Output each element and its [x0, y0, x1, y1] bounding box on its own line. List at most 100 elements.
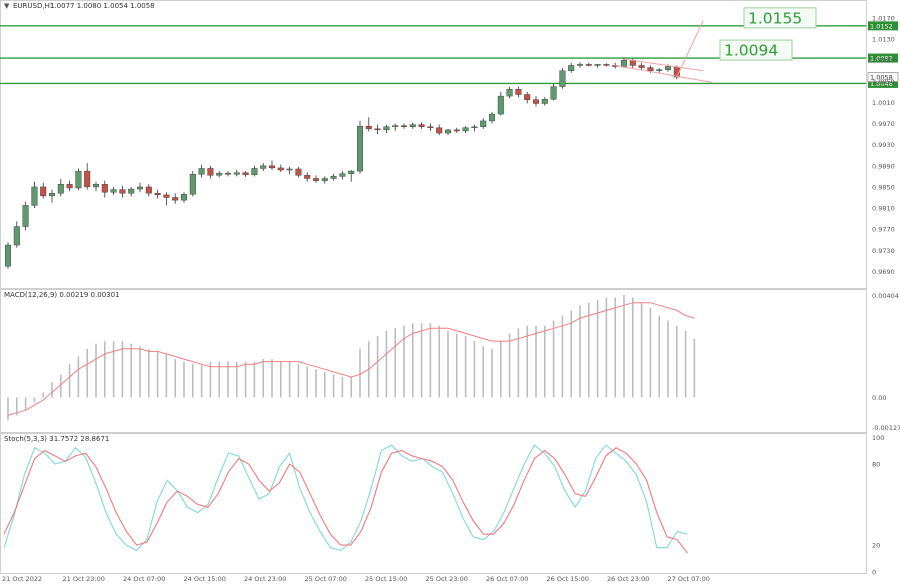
candle-body: [40, 186, 47, 197]
candle-body: [330, 176, 337, 179]
axis-layer: 1.0170 1.0130 1.0090 1.0050 1.0010 0.9970 0.99…: [2, 14, 900, 583]
candle-body: [524, 94, 531, 100]
candle-body: [321, 178, 328, 181]
candle-body: [224, 172, 231, 175]
candle-body: [374, 128, 381, 131]
candle-body: [216, 172, 223, 176]
candle-body: [4, 244, 11, 267]
candle-body: [471, 126, 478, 128]
channel-lower-line: [615, 64, 713, 83]
candle-body: [638, 65, 645, 68]
candle-body: [110, 189, 117, 193]
candle-body: [260, 165, 267, 169]
candle-body: [189, 174, 196, 195]
candle-body: [339, 173, 346, 177]
time-axis-tick-label: 26 Oct 15:00: [547, 575, 589, 583]
stoch-axis-tick-label: 0: [872, 569, 876, 577]
candle-body: [66, 184, 73, 189]
candle-body: [559, 70, 566, 87]
candle-body: [621, 59, 628, 67]
candle-body: [603, 64, 610, 66]
candle-body: [427, 126, 434, 128]
candle-body: [145, 186, 152, 194]
level-price-tag-text: 1.0092: [870, 55, 893, 63]
macd-layer: [7, 295, 696, 421]
candle-body: [313, 178, 320, 181]
price-axis-tick-label: 1.0010: [872, 99, 895, 107]
level-price-tag: [868, 53, 898, 63]
candle-body: [163, 194, 170, 198]
level-callout-label: 1.0155: [748, 9, 802, 27]
time-axis-tick-label: 21 Oct 2022: [2, 575, 42, 583]
time-axis-tick-label: 25 Oct 15:00: [365, 575, 407, 583]
current-price-tag: [867, 72, 899, 82]
stoch-k-line: [3, 444, 688, 552]
candle-body: [515, 89, 522, 95]
price-axis-tick-label: 0.9930: [872, 141, 895, 149]
candle-body: [357, 125, 364, 172]
candle-body: [286, 168, 293, 171]
candle-body: [594, 64, 601, 66]
candle-body: [489, 113, 496, 122]
level-price-tag-text: 1.0152: [870, 22, 893, 30]
candle-body: [418, 124, 425, 127]
forecast-line: [676, 20, 704, 78]
candle-body: [506, 89, 513, 97]
candle-body: [453, 129, 460, 132]
candle-body: [647, 67, 654, 71]
time-axis-tick-label: 24 Oct 07:00: [123, 575, 165, 583]
candle-body: [365, 125, 372, 130]
candle-body: [462, 127, 469, 132]
macd-signal-line: [7, 302, 695, 416]
price-axis-tick-label: 1.0130: [872, 36, 895, 44]
candle-body: [383, 126, 390, 131]
level-price-tag: [868, 21, 898, 31]
channel-upper-line: [623, 58, 704, 72]
candle-body: [242, 172, 249, 175]
candle-body: [84, 170, 91, 188]
stoch-axis-tick-label: 100: [872, 434, 884, 442]
ohlc-values: 1.0077 1.0080 1.0054 1.0058: [50, 2, 155, 10]
time-axis-tick-label: 24 Oct 15:00: [184, 575, 226, 583]
chart-menu-icon[interactable]: ▼: [4, 2, 10, 10]
candle-body: [119, 189, 126, 194]
candle-body: [665, 66, 672, 70]
candle-body: [198, 168, 205, 175]
candle-body: [533, 99, 540, 104]
candle-body: [568, 65, 575, 71]
candle-body: [656, 69, 663, 71]
price-axis-tick-label: 1.0090: [872, 57, 895, 65]
candle-body: [49, 193, 56, 197]
stoch-axis-tick-label: 20: [872, 542, 880, 550]
candle-body: [233, 172, 240, 175]
stoch-panel: [0, 433, 867, 574]
stoch-layer: [3, 444, 688, 554]
macd-axis-tick-label: 0.00: [872, 394, 886, 402]
macd-axis-tick-label: 0.00404: [872, 292, 899, 300]
candle-body: [22, 205, 29, 227]
symbol-label: EURUSD,H1: [13, 2, 54, 10]
stoch-d-line: [3, 447, 688, 554]
candle-body: [128, 188, 135, 194]
candle-body: [154, 193, 161, 196]
candle-body: [277, 167, 284, 171]
candle-body: [409, 124, 416, 127]
level-callout-label: 1.0094: [724, 42, 778, 60]
time-axis-tick-label: 25 Oct 23:00: [426, 575, 468, 583]
candle-body: [436, 127, 443, 134]
candle-body: [401, 125, 408, 127]
time-axis-tick-label: 26 Oct 07:00: [486, 575, 528, 583]
candle-body: [101, 184, 108, 193]
candle-body: [13, 226, 20, 246]
price-axis-tick-label: 0.9730: [872, 247, 895, 255]
level-callout-box: [743, 7, 817, 29]
candle-body: [207, 168, 214, 176]
candle-body: [348, 170, 355, 174]
price-axis-tick-label: 0.9890: [872, 162, 895, 170]
candle-body: [136, 186, 143, 190]
candle-body: [31, 186, 38, 206]
candle-body: [577, 64, 584, 66]
time-axis-tick-label: 26 Oct 23:00: [607, 575, 649, 583]
stoch-axis-tick-label: 80: [872, 461, 880, 469]
